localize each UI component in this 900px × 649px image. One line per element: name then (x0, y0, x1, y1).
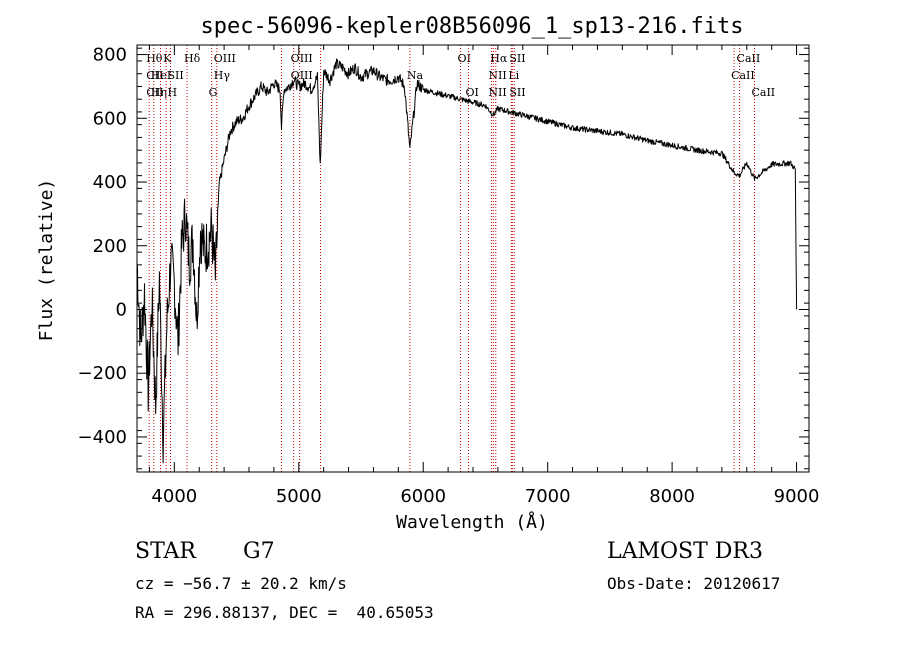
x-axis: 4000 5000 6000 7000 8000 9000 (148, 45, 820, 507)
line-marker-label: H (167, 86, 177, 99)
line-marker-label: CaII (731, 69, 755, 82)
line-marker-label: Hθ (146, 52, 163, 65)
line-marker-label: OIII (214, 52, 236, 65)
x-tick-label: 9000 (774, 486, 820, 507)
coordinates: RA = 296.88137, DEC = 40.65053 (135, 603, 434, 622)
line-marker-label: Na (407, 69, 424, 82)
x-tick-label: 5000 (276, 486, 322, 507)
y-tick-label: −200 (78, 363, 127, 384)
line-marker-label: OI (466, 86, 479, 99)
x-axis-label: Wavelength (Å) (396, 511, 548, 533)
line-marker-label: CaII (737, 52, 761, 65)
line-marker-label: SII (167, 69, 183, 82)
line-marker-label: CaII (751, 86, 775, 99)
line-marker-label: CII (146, 69, 163, 82)
survey-name: LAMOST DR3 (607, 539, 763, 564)
line-marker-label: OIII (291, 69, 313, 82)
y-tick-label: 0 (116, 299, 127, 320)
y-tick-label: −400 (78, 427, 127, 448)
y-tick-label: 400 (93, 172, 127, 193)
line-marker-label: CII (146, 86, 163, 99)
line-marker-label: Hγ (214, 69, 231, 82)
line-marker-label: Hη (151, 86, 167, 99)
line-marker-label: OIII (291, 52, 313, 65)
x-tick-label: 4000 (151, 486, 197, 507)
line-marker-label: K (163, 52, 172, 65)
y-tick-label: 800 (93, 45, 127, 66)
y-axis: −400 −200 0 200 400 600 800 (78, 45, 809, 470)
x-tick-label: 7000 (525, 486, 571, 507)
y-tick-label: 200 (93, 236, 127, 257)
spectrum-line (136, 58, 798, 464)
y-axis-label: Flux (relative) (36, 179, 57, 342)
x-tick-label: 8000 (649, 486, 695, 507)
line-marker-label: Hδ (184, 52, 201, 65)
redshift-text: cz = −56.7 ± 20.2 km/s (135, 574, 347, 593)
chart-title: spec-56096-kepler08B56096_1_sp13-216.fit… (200, 14, 743, 39)
line-marker-label: NII (488, 69, 506, 82)
line-marker-label: G (209, 86, 218, 99)
obs-date: Obs-Date: 20120617 (607, 574, 781, 593)
plot-frame (136, 44, 810, 473)
line-marker-label: Hα (490, 52, 508, 65)
subclass: G7 (243, 539, 275, 564)
spectrum-series (136, 58, 798, 464)
x-tick-label: 6000 (400, 486, 446, 507)
line-marker-label: OI (458, 52, 471, 65)
object-class: STAR (135, 539, 196, 564)
line-marker-label: NII (488, 86, 506, 99)
line-marker-label: SII (509, 86, 525, 99)
line-marker-label: SII (509, 52, 525, 65)
y-tick-label: 600 (93, 108, 127, 129)
